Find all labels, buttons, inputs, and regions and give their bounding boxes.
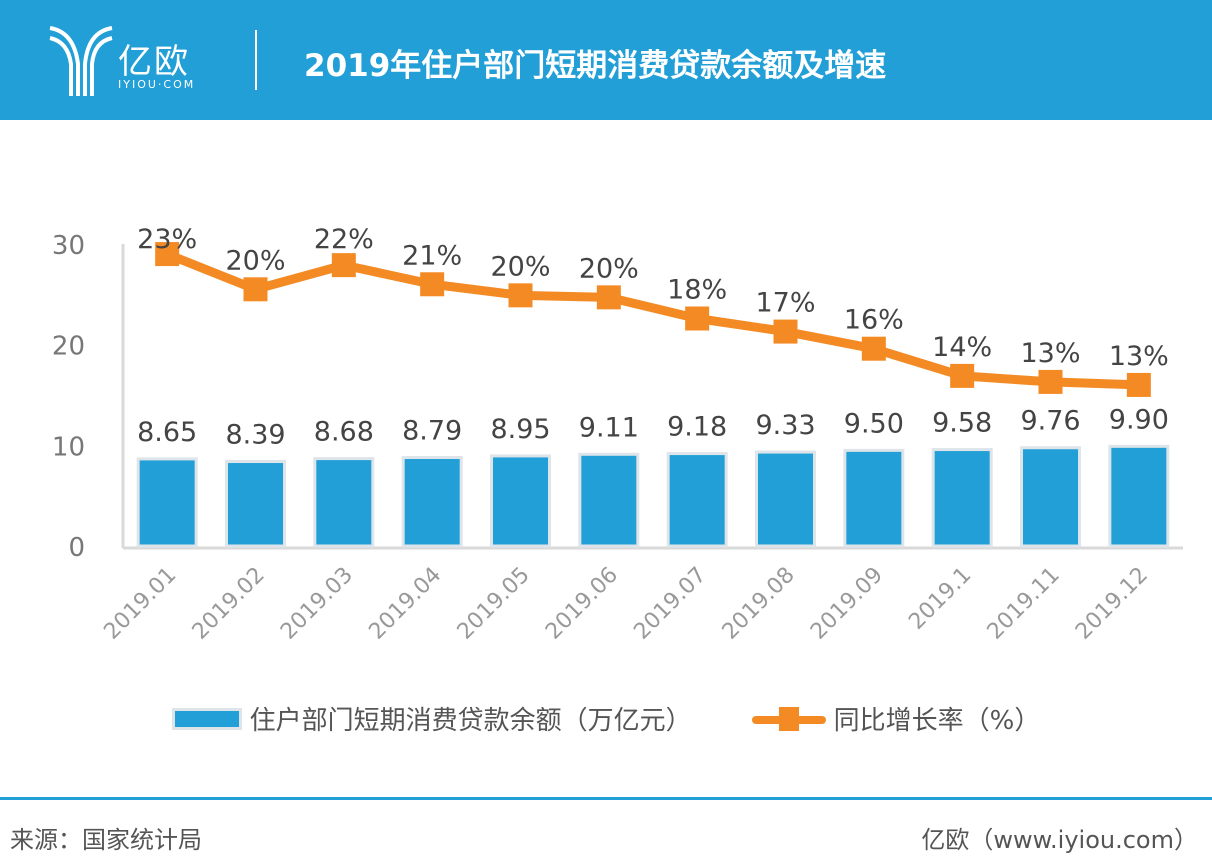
bar (578, 452, 640, 548)
bar (1020, 446, 1081, 548)
x-tick-label: 2019.02 (188, 563, 270, 645)
bar-data-label: 9.50 (844, 408, 904, 439)
line-marker (508, 283, 533, 308)
bar (225, 460, 286, 548)
bar (843, 448, 905, 548)
legend: 住户部门短期消费贷款余额（万亿元） 同比增长率（%） (0, 700, 1212, 737)
line-marker (685, 306, 710, 331)
x-tick-label: 2019.05 (453, 563, 535, 645)
credit-note: 亿欧（www.iyiou.com） (921, 826, 1198, 854)
line-marker (1126, 372, 1151, 397)
line-data-label: 17% (755, 288, 815, 319)
bar (490, 454, 551, 548)
bar-data-label: 8.68 (314, 417, 374, 448)
legend-item-line: 同比增长率（%） (751, 700, 1041, 737)
x-tick-label: 2019.03 (276, 563, 358, 645)
line-marker (596, 285, 621, 310)
line-data-label: 14% (932, 332, 992, 363)
legend-bar-swatch (171, 707, 242, 730)
line-data-label: 20% (490, 251, 550, 282)
bar-data-label: 9.18 (667, 412, 727, 443)
bar-data-label: 9.90 (1109, 404, 1169, 435)
line-data-label: 20% (579, 253, 639, 284)
line-data-label: 13% (1020, 338, 1080, 369)
header-bar: 亿欧 IYIOU·COM 2019年住户部门短期消费贷款余额及增速 (0, 0, 1212, 120)
line-data-label: 23% (137, 224, 197, 255)
combo-chart: 0 10 20 30 8.65 8.39 8.68 8.79 8.95 9.11 9.18 9.33 9… (52, 224, 1183, 645)
bar-data-label: 9.11 (579, 412, 639, 443)
x-tick-label: 2019.11 (983, 563, 1065, 645)
line-marker (773, 319, 798, 344)
x-tick-label: 2019.1 (904, 563, 976, 635)
line-marker (155, 242, 180, 267)
bar (1108, 444, 1170, 548)
logo-text: 亿欧 (118, 42, 190, 82)
bar-data-label: 8.95 (490, 414, 550, 445)
x-tick-label: 2019.04 (364, 563, 446, 645)
bar (666, 452, 728, 548)
legend-line-label: 同比增长率（%） (833, 706, 1041, 736)
bar (931, 448, 993, 548)
iyiou-logo-icon (49, 26, 113, 96)
bar-data-label: 9.58 (932, 408, 992, 439)
line-marker (950, 363, 975, 388)
logo-subtext: IYIOU·COM (118, 78, 196, 91)
bar (313, 457, 375, 548)
line-data-label: 22% (314, 224, 374, 255)
x-tick-label: 2019.07 (629, 563, 711, 645)
header-divider (255, 30, 257, 90)
line-marker (243, 277, 268, 302)
y-tick-label: 0 (68, 533, 85, 563)
line-data-label: 21% (402, 240, 462, 271)
source-note: 来源：国家统计局 (10, 826, 202, 854)
line-marker (420, 272, 445, 297)
line-marker (1038, 369, 1063, 394)
bar (136, 457, 198, 548)
growth-line (165, 249, 1139, 390)
legend-item-bar: 住户部门短期消费贷款余额（万亿元） (171, 700, 692, 737)
bar (401, 456, 463, 548)
line-data-label: 16% (844, 305, 904, 336)
footer-divider (0, 797, 1212, 800)
x-tick-label: 2019.06 (541, 563, 623, 645)
bar-data-label: 8.79 (402, 416, 462, 447)
x-tick-label: 2019.09 (806, 563, 888, 645)
line-data-label: 13% (1109, 341, 1169, 372)
line-marker (861, 336, 886, 361)
legend-line-swatch (751, 706, 826, 731)
page-title: 2019年住户部门短期消费贷款余额及增速 (304, 48, 887, 84)
line-data-label: 20% (225, 245, 285, 276)
line-marker (331, 253, 356, 278)
x-tick-label: 2019.08 (718, 563, 800, 645)
x-tick-label: 2019.01 (99, 563, 181, 645)
legend-bar-label: 住户部门短期消费贷款余额（万亿元） (249, 706, 692, 736)
y-tick-label: 30 (52, 231, 85, 261)
bar-data-label: 9.76 (1020, 406, 1080, 437)
bar (755, 450, 816, 548)
bar-data-label: 8.65 (137, 417, 197, 448)
line-data-label: 18% (667, 274, 727, 305)
bar-data-label: 9.33 (755, 410, 815, 441)
bar-data-label: 8.39 (225, 420, 285, 451)
x-tick-label: 2019.12 (1071, 563, 1153, 645)
y-tick-label: 20 (52, 332, 85, 362)
y-tick-label: 10 (52, 432, 85, 462)
